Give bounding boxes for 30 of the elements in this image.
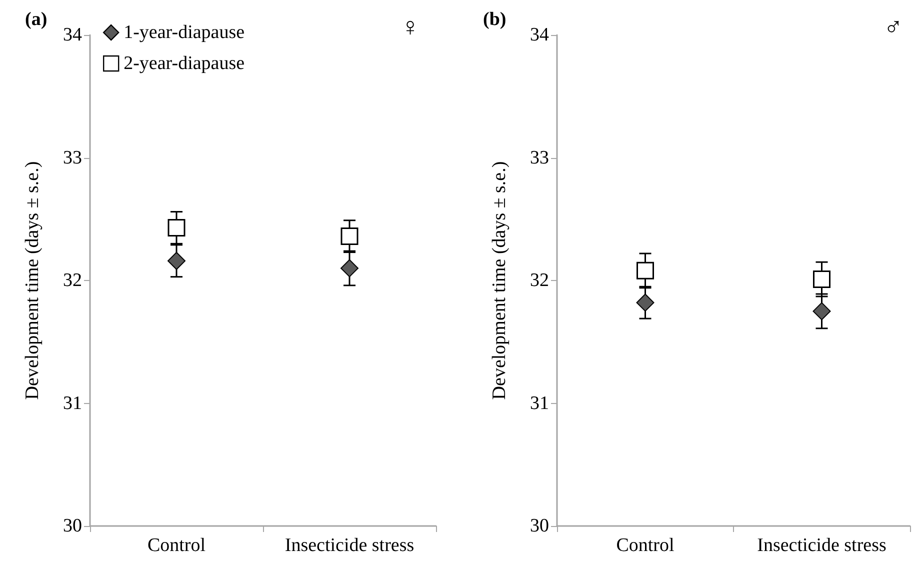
y-tick-label: 32 — [63, 270, 82, 291]
point — [340, 259, 358, 278]
point — [168, 252, 186, 270]
y-tick-label: 32 — [530, 270, 549, 291]
y-axis-title: Development time (days ± s.e.) — [489, 161, 510, 400]
y-tick-label: 30 — [530, 516, 549, 536]
y-tick-label: 31 — [530, 392, 549, 414]
chart-title: (b) — [483, 9, 506, 30]
y-tick-label: 34 — [63, 24, 82, 46]
x-tick-label: Insecticide stress — [284, 535, 414, 556]
point — [813, 270, 830, 288]
point — [168, 218, 186, 236]
y-tick-label: 30 — [63, 516, 82, 536]
annotation: ♂ — [884, 12, 903, 42]
chart-title: (a) — [25, 9, 48, 30]
y-tick-label: 33 — [63, 147, 82, 168]
annotation: ♀ — [400, 12, 420, 42]
point — [340, 228, 358, 246]
y-axis-title: Development time (days ± s.e.) — [22, 161, 43, 400]
x-tick-label: Control — [147, 535, 206, 556]
y-tick-label: 31 — [63, 392, 82, 414]
legend-label: 2-year-diapause — [124, 53, 245, 74]
point — [812, 302, 831, 320]
x-tick-label: Control — [616, 535, 674, 556]
point — [636, 294, 654, 312]
y-tick-label: 34 — [530, 24, 550, 46]
legend-label: 1-year-diapause — [124, 22, 245, 43]
point — [636, 262, 654, 280]
y-tick-label: 33 — [530, 147, 549, 168]
x-tick-label: Insecticide stress — [757, 535, 886, 556]
